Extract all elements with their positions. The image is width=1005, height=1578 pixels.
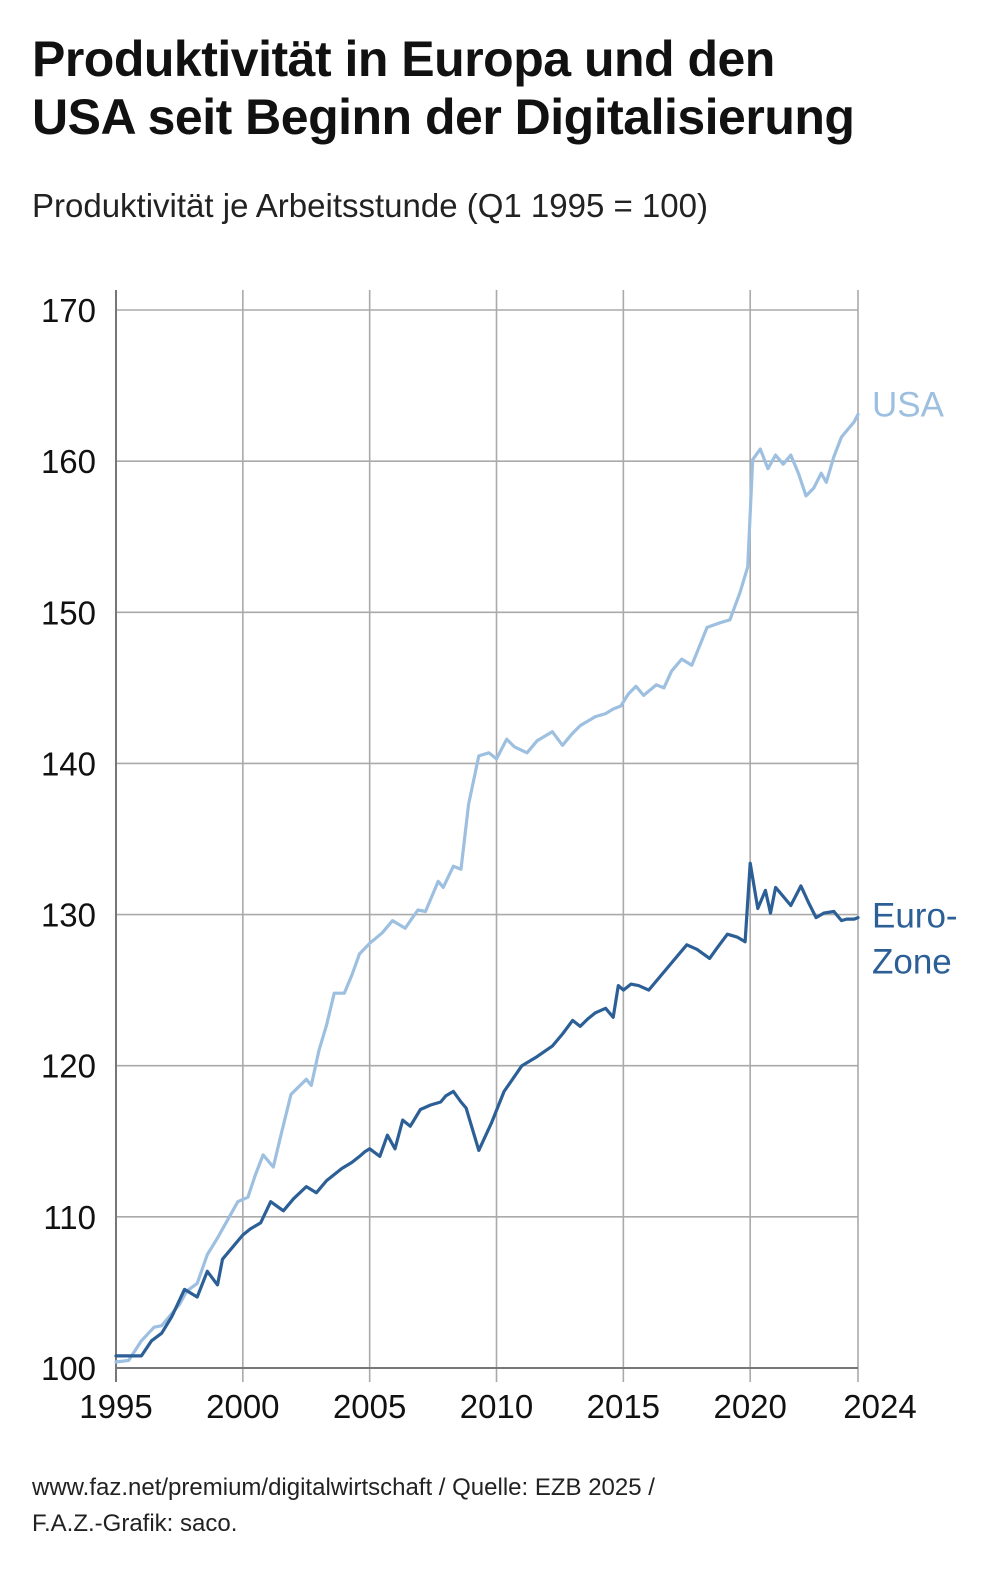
- y-tick-label: 130: [41, 897, 96, 934]
- x-tick-label: 2005: [333, 1388, 406, 1425]
- footer-source: www.faz.net/premium/digitalwirtschaft / …: [32, 1470, 932, 1542]
- x-tick-label: 2015: [587, 1388, 660, 1425]
- chart-subtitle: Produktivität je Arbeitsstunde (Q1 1995 …: [32, 187, 708, 224]
- y-tick-label: 110: [43, 1199, 96, 1236]
- series: [114, 412, 860, 1364]
- footer-line-2: F.A.Z.-Grafik: saco.: [32, 1510, 238, 1537]
- series-labels: USA Euro- Zone: [872, 385, 958, 981]
- series-line-usa: [114, 412, 860, 1364]
- x-tick-label: 2020: [713, 1388, 786, 1425]
- axes: 100 110 120 130 140 150 160 170 1995 2000 2005 2010…: [41, 290, 917, 1425]
- y-tick-label: 140: [41, 745, 96, 782]
- series-line-euro-zone: [114, 861, 860, 1358]
- title-line-1: Produktivität in Europa und den: [32, 31, 775, 87]
- y-tick-label: 100: [41, 1350, 96, 1387]
- footer-line-1: www.faz.net/premium/digitalwirtschaft / …: [32, 1474, 655, 1501]
- y-tick-label: 170: [41, 292, 96, 329]
- title-line-2: USA seit Beginn der Digitalisierung: [32, 89, 855, 145]
- y-tick-label: 120: [41, 1048, 96, 1085]
- x-tick-label: 2010: [460, 1388, 533, 1425]
- x-tick-label: 2000: [206, 1388, 279, 1425]
- series-label-usa: USA: [872, 385, 945, 424]
- y-tick-label: 160: [41, 443, 96, 480]
- series-label-euro-zone: Zone: [872, 943, 952, 982]
- x-tick-label: 2024: [843, 1388, 916, 1425]
- y-tick-label: 150: [41, 594, 96, 631]
- series-label-euro-zone: Euro-: [872, 897, 958, 936]
- x-tick-label: 1995: [79, 1388, 152, 1425]
- chart-title: Produktivität in Europa und den USA seit…: [32, 30, 982, 146]
